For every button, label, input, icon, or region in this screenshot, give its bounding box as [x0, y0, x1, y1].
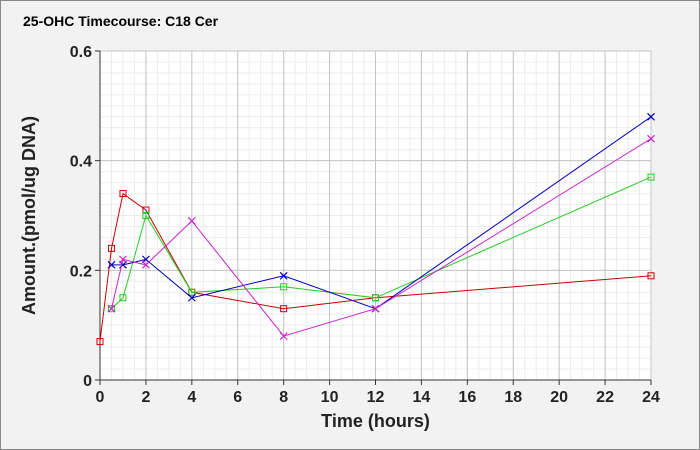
x-tick-label: 20	[550, 389, 568, 406]
data-point-x	[647, 112, 655, 121]
data-point-square	[119, 294, 127, 302]
data-point-square	[647, 272, 655, 280]
x-tick-label: 0	[96, 389, 105, 406]
x-tick-label: 12	[367, 389, 385, 406]
data-point-square	[372, 294, 379, 302]
data-point-square	[280, 305, 288, 313]
x-tick-label: 4	[187, 389, 196, 406]
data-point-square	[119, 190, 127, 198]
data-point-square	[96, 338, 104, 346]
data-point-square	[188, 288, 196, 296]
y-tick-label: 0.4	[70, 154, 92, 171]
data-point-x	[371, 304, 380, 313]
data-point-x	[107, 304, 116, 313]
data-point-square	[142, 206, 150, 214]
data-point-x	[141, 260, 150, 269]
data-point-square	[107, 305, 115, 313]
x-tick-label: 24	[642, 389, 660, 406]
x-tick-label: 22	[596, 389, 614, 406]
data-point-x	[187, 217, 196, 225]
y-axis-label: Amount.(pmol/ug DNA)	[19, 116, 39, 315]
series-line-1	[99, 192, 652, 342]
data-point-square	[280, 283, 288, 291]
data-point-x	[107, 260, 116, 269]
x-axis-label: Time (hours)	[321, 411, 430, 431]
data-point-x	[187, 293, 196, 302]
x-tick-label: 2	[141, 389, 150, 406]
x-tick-label: 18	[504, 389, 522, 406]
x-tick-label: 16	[458, 389, 476, 406]
x-tick-label: 10	[321, 389, 339, 406]
y-tick-label: 0.6	[70, 44, 92, 61]
data-point-x	[279, 271, 288, 280]
y-tick-label: 0	[83, 373, 92, 390]
series-line-2	[111, 176, 652, 310]
data-point-x	[279, 332, 288, 341]
data-point-x	[647, 134, 655, 143]
x-tick-label: 14	[413, 389, 431, 406]
x-tick-label: 6	[233, 389, 242, 406]
data-point-square	[647, 173, 655, 181]
data-point-x	[119, 255, 127, 264]
data-point-square	[107, 244, 115, 252]
data-point-square	[142, 212, 150, 219]
x-tick-label: 8	[279, 389, 288, 406]
chart-title: 25-OHC Timecourse: C18 Cer	[23, 13, 219, 29]
y-tick-label: 0.2	[70, 263, 92, 280]
